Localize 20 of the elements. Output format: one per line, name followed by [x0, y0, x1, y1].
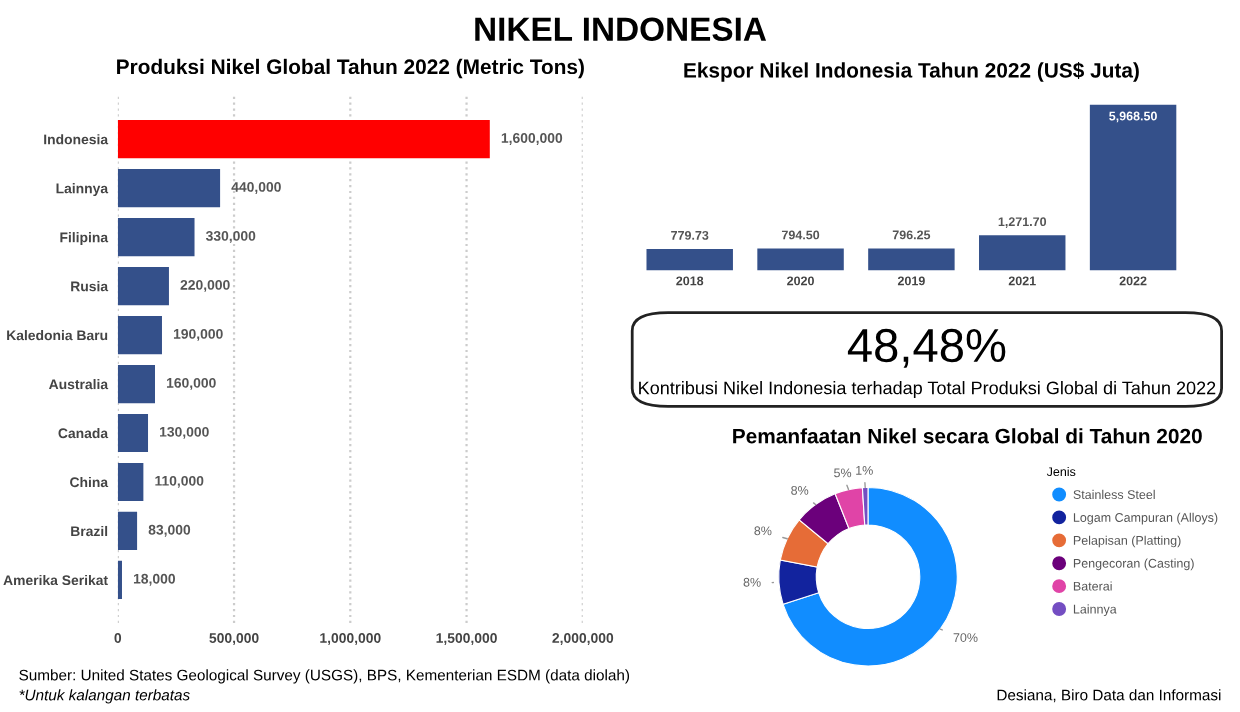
bar — [117, 120, 490, 159]
text: 48,48% — [847, 328, 1006, 368]
chart-title: Ekspor Nikel Indonesia Tahun 2022 (US$ Juta) — [684, 62, 1139, 82]
bar — [868, 248, 955, 271]
bar — [1089, 104, 1177, 271]
text: NIKEL INDONESIA — [475, 17, 767, 41]
bar — [117, 218, 195, 257]
chart-title: Produksi Nikel Global Tahun 2022 (Metric Tons) — [117, 58, 584, 79]
bar — [646, 248, 733, 271]
text: Kontribusi Nikel Indonesia terhadap Total Produksi Global di Tahun 2022 — [639, 381, 1216, 398]
bar — [117, 315, 162, 355]
bar — [117, 413, 149, 453]
bar — [979, 235, 1066, 271]
bar — [117, 364, 155, 404]
bar — [117, 511, 138, 551]
bar — [757, 248, 844, 271]
bar — [117, 462, 144, 502]
bar — [117, 169, 221, 208]
chart-title: Pemanfaatan Nikel secara Global di Tahun 2020 — [733, 428, 1202, 444]
bar — [117, 267, 169, 306]
